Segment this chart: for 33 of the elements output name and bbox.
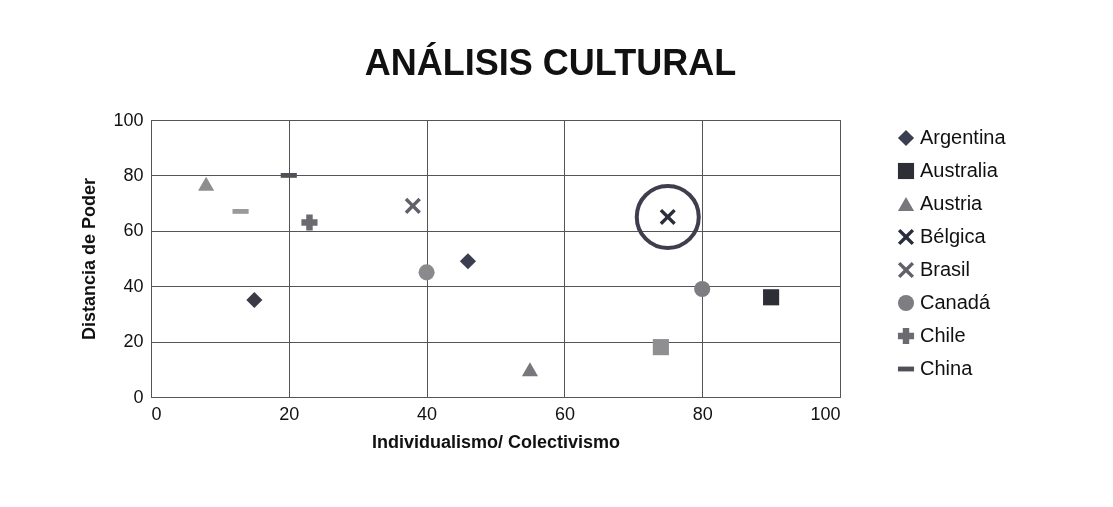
- point: [418, 264, 435, 281]
- legend-label: Chile: [920, 324, 966, 346]
- x-tick-label: 0: [151, 403, 162, 424]
- legend-label: Bélgica: [920, 225, 987, 247]
- legend-label: China: [920, 357, 974, 379]
- point: [694, 280, 711, 298]
- y-tick-label: 40: [123, 275, 144, 296]
- y-tick-label: 60: [123, 220, 144, 241]
- legend-label: Argentina: [920, 126, 1007, 148]
- y-tick-label: 80: [123, 164, 144, 185]
- x-axis-title: Individualismo/ Colectivismo: [371, 431, 621, 452]
- y-axis-title: Distancia de Poder: [79, 177, 100, 341]
- legend-label: Australia: [920, 159, 999, 181]
- legend-label: Brasil: [920, 258, 971, 280]
- point: [246, 291, 263, 309]
- x-tick-label: 80: [692, 403, 713, 424]
- point: [198, 176, 215, 191]
- chart-title: ANÁLISIS CULTURAL: [364, 42, 737, 83]
- legend-label: Austria: [920, 192, 984, 214]
- x-tick-label: 40: [417, 403, 438, 424]
- point: [521, 362, 539, 377]
- x-tick-label: 100: [810, 403, 841, 424]
- y-tick-label: 20: [123, 331, 144, 352]
- legend-label: Canadá: [920, 291, 991, 313]
- x-tick-label: 60: [554, 403, 575, 424]
- point: [404, 197, 421, 214]
- point: [652, 339, 669, 356]
- x-tick-label: 20: [279, 403, 300, 424]
- y-tick-label: 0: [133, 386, 144, 407]
- point: [301, 214, 318, 231]
- y-tick-label: 100: [113, 109, 144, 130]
- point: [459, 253, 476, 270]
- point: [763, 289, 780, 306]
